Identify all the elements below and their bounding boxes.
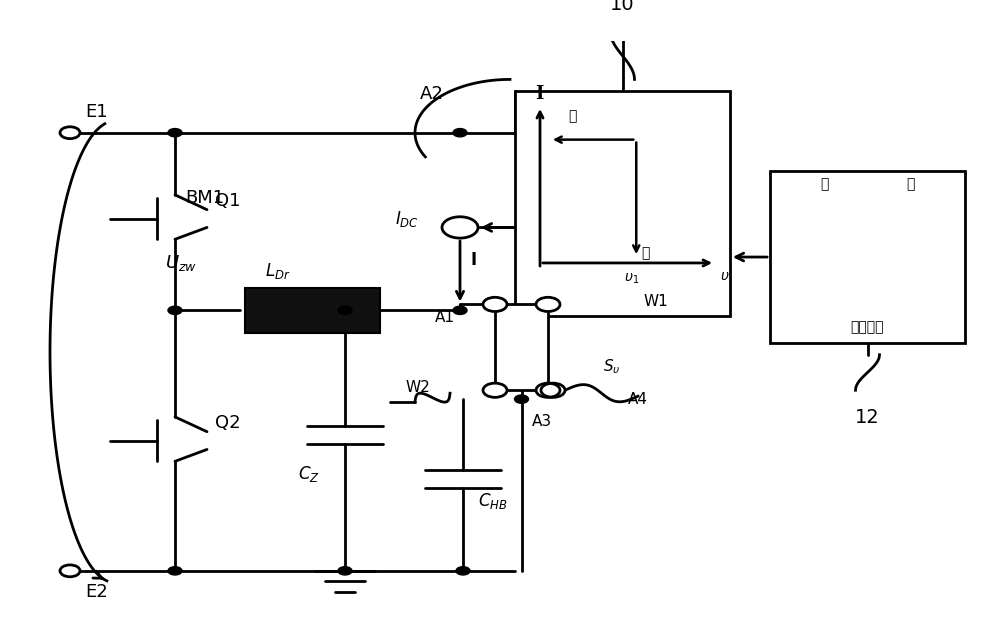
Text: $\upsilon_1$: $\upsilon_1$ xyxy=(624,272,639,286)
Circle shape xyxy=(442,216,478,238)
Circle shape xyxy=(168,128,182,137)
Text: E2: E2 xyxy=(85,582,108,601)
Bar xyxy=(770,171,965,343)
Text: W2: W2 xyxy=(405,380,430,395)
Circle shape xyxy=(168,567,182,575)
Text: 开: 开 xyxy=(641,246,650,260)
Text: 10: 10 xyxy=(610,0,635,15)
Circle shape xyxy=(483,298,507,311)
Circle shape xyxy=(60,127,80,139)
Text: $\upsilon$: $\upsilon$ xyxy=(720,269,730,283)
Text: A4: A4 xyxy=(628,392,648,406)
Text: $C_Z$: $C_Z$ xyxy=(298,464,320,484)
Text: $S_{\upsilon}$: $S_{\upsilon}$ xyxy=(603,357,620,376)
Bar xyxy=(495,304,548,391)
Text: 关: 关 xyxy=(568,109,576,123)
Text: $I_{DC}$: $I_{DC}$ xyxy=(395,208,419,229)
Bar xyxy=(515,91,730,316)
Circle shape xyxy=(515,395,529,403)
Circle shape xyxy=(453,128,467,137)
Text: BM1: BM1 xyxy=(185,189,224,207)
Text: W1: W1 xyxy=(643,294,668,309)
Text: I: I xyxy=(470,251,476,269)
Text: 调光水平: 调光水平 xyxy=(851,320,884,334)
Text: E1: E1 xyxy=(85,103,108,121)
Circle shape xyxy=(338,567,352,575)
Text: 12: 12 xyxy=(855,408,880,427)
Text: A3: A3 xyxy=(532,414,552,429)
Circle shape xyxy=(338,306,352,315)
Text: Q2: Q2 xyxy=(215,414,241,432)
Text: Q1: Q1 xyxy=(215,192,240,210)
Text: A2: A2 xyxy=(420,85,444,103)
Circle shape xyxy=(453,306,467,315)
Circle shape xyxy=(456,567,470,575)
Circle shape xyxy=(168,306,182,315)
Circle shape xyxy=(536,298,560,311)
Text: $C_{HB}$: $C_{HB}$ xyxy=(478,491,508,511)
Bar xyxy=(245,288,380,333)
Circle shape xyxy=(536,383,560,398)
Text: I: I xyxy=(535,85,544,103)
Text: $U_{zw}$: $U_{zw}$ xyxy=(165,253,197,273)
Text: 关: 关 xyxy=(906,177,915,191)
Text: 开: 开 xyxy=(820,177,829,191)
Text: A1: A1 xyxy=(435,310,455,325)
Circle shape xyxy=(541,383,565,398)
Text: LL: LL xyxy=(512,340,531,355)
Text: $L_{Dr}$: $L_{Dr}$ xyxy=(265,261,291,280)
Circle shape xyxy=(60,565,80,577)
Circle shape xyxy=(483,383,507,398)
